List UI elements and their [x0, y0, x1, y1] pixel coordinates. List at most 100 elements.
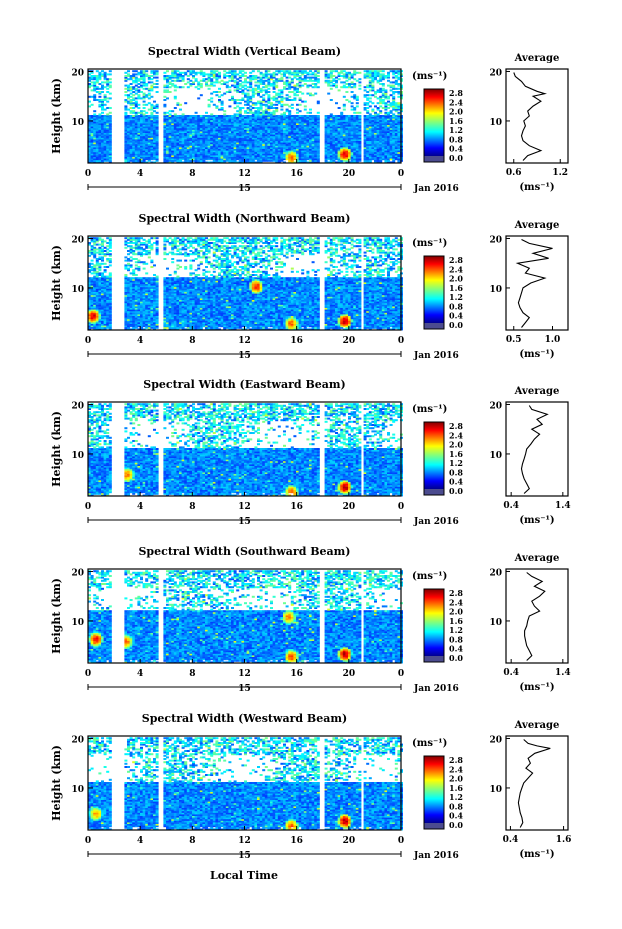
- y-axis-label: Height (km): [50, 411, 63, 487]
- day-label: 15: [238, 684, 251, 694]
- colorbar: [424, 89, 444, 156]
- colorbar-unit: (ms⁻¹): [412, 738, 447, 749]
- x-tick-label: 0: [398, 502, 404, 512]
- y-axis-label: Height (km): [50, 578, 63, 654]
- x-tick-label: 8: [189, 669, 195, 679]
- inset-y-tick-label: 20: [489, 235, 502, 245]
- panel-1: Spectral Width (Vertical Beam)0 4 8 12 16 20 0…: [50, 45, 568, 194]
- inset-x-tick-label: 0.4: [503, 668, 519, 678]
- heatmap-cells: [88, 570, 403, 663]
- x-tick-label: 0: [85, 669, 91, 679]
- y-tick-label: 10: [71, 118, 84, 128]
- inset-y-tick-label: 20: [489, 68, 502, 78]
- x-tick-label: 20: [343, 169, 356, 179]
- colorbar-unit: (ms⁻¹): [412, 71, 447, 82]
- x-tick-label: 0: [398, 169, 404, 179]
- x-tick-label: 20: [343, 336, 356, 346]
- date-label: Jan 2016: [413, 184, 459, 194]
- x-tick-label: 16: [290, 336, 303, 346]
- inset-y-tick-label: 10: [489, 285, 502, 295]
- inset-y-tick-label: 10: [489, 618, 502, 628]
- x-tick-label: 4: [137, 669, 143, 679]
- x-tick-label: 8: [189, 336, 195, 346]
- x-tick-label: 16: [290, 669, 303, 679]
- colorbar: [424, 256, 444, 323]
- inset-title: Average: [514, 553, 560, 564]
- inset-frame: [506, 402, 568, 496]
- colorbar: [424, 589, 444, 656]
- inset-x-tick-label: 1.4: [555, 501, 571, 511]
- day-label: 15: [238, 351, 251, 361]
- inset-x-tick-label: 1.6: [556, 835, 572, 845]
- x-tick-label: 16: [290, 502, 303, 512]
- colorbar-tick-label: 0.0: [449, 320, 463, 330]
- x-tick-label: 12: [238, 336, 251, 346]
- y-tick-label: 20: [71, 235, 84, 245]
- x-tick-label: 20: [343, 502, 356, 512]
- colorbar-unit: (ms⁻¹): [412, 571, 447, 582]
- y-axis-label: Height (km): [50, 745, 63, 821]
- inset-y-tick-label: 10: [489, 118, 502, 128]
- y-tick-label: 10: [71, 785, 84, 795]
- panel-2: Spectral Width (Northward Beam)0 4 8 12 16 20…: [50, 212, 568, 361]
- x-tick-label: 20: [343, 669, 356, 679]
- inset-y-tick-label: 20: [489, 568, 502, 578]
- y-tick-label: 20: [71, 68, 84, 78]
- panel-title: Spectral Width (Southward Beam): [138, 545, 350, 558]
- heatmap-cells: [88, 237, 403, 330]
- y-tick-label: 20: [71, 568, 84, 578]
- x-tick-label: 12: [238, 836, 251, 846]
- inset-x-label: (ms⁻¹): [519, 849, 554, 860]
- y-tick-label: 20: [71, 735, 84, 745]
- date-label: Jan 2016: [413, 517, 459, 527]
- y-tick-label: 20: [71, 401, 84, 411]
- panel-title: Spectral Width (Vertical Beam): [148, 45, 341, 58]
- colorbar-tick-label: 0.0: [449, 653, 463, 663]
- inset-x-tick-label: 1.4: [555, 668, 571, 678]
- colorbar-unit: (ms⁻¹): [412, 238, 447, 249]
- x-tick-label: 12: [238, 502, 251, 512]
- inset-x-tick-label: 1.2: [552, 168, 568, 178]
- panel-title: Spectral Width (Eastward Beam): [143, 378, 345, 391]
- inset-x-tick-label: 0.4: [503, 501, 519, 511]
- inset-title: Average: [514, 53, 560, 64]
- x-tick-label: 0: [85, 836, 91, 846]
- x-tick-label: 4: [137, 836, 143, 846]
- inset-y-tick-label: 10: [489, 451, 502, 461]
- panel-3: Spectral Width (Eastward Beam)0 4 8 12 16 20 0…: [50, 378, 571, 527]
- date-label: Jan 2016: [413, 684, 459, 694]
- x-tick-label: 0: [398, 336, 404, 346]
- x-axis-label: Local Time: [210, 869, 278, 882]
- x-tick-label: 16: [290, 836, 303, 846]
- inset-title: Average: [514, 386, 560, 397]
- panel-title: Spectral Width (Westward Beam): [142, 712, 347, 725]
- day-label: 15: [238, 184, 251, 194]
- inset-frame: [506, 236, 568, 330]
- colorbar-tick-label: 0.0: [449, 153, 463, 163]
- date-label: Jan 2016: [413, 851, 459, 861]
- x-tick-label: 12: [238, 669, 251, 679]
- colorbar-tick-label: 0.0: [449, 820, 463, 830]
- panel-4: Spectral Width (Southward Beam) 0 4 8 12 16 20…: [50, 545, 571, 694]
- inset-x-tick-label: 0.5: [506, 335, 522, 345]
- panel-title: Spectral Width (Northward Beam): [139, 212, 351, 225]
- x-tick-label: 4: [137, 169, 143, 179]
- inset-frame: [506, 569, 568, 663]
- inset-x-tick-label: 0.4: [503, 835, 519, 845]
- x-tick-label: 20: [343, 836, 356, 846]
- day-label: 15: [238, 517, 251, 527]
- x-tick-label: 0: [398, 836, 404, 846]
- heatmap-cells: [88, 737, 403, 830]
- inset-frame: [506, 736, 568, 830]
- inset-x-tick-label: 1.0: [545, 335, 561, 345]
- x-tick-label: 0: [85, 502, 91, 512]
- x-tick-label: 8: [189, 502, 195, 512]
- x-tick-label: 16: [290, 169, 303, 179]
- panel-5: Spectral Width (Westward Beam)0 4 8 12 16 20 0…: [50, 712, 571, 861]
- inset-x-tick-label: 0.6: [506, 168, 522, 178]
- date-label: Jan 2016: [413, 351, 459, 361]
- heatmap-cells: [88, 403, 403, 496]
- y-axis-label: Height (km): [50, 245, 63, 321]
- inset-x-label: (ms⁻¹): [519, 349, 554, 360]
- y-tick-label: 10: [71, 451, 84, 461]
